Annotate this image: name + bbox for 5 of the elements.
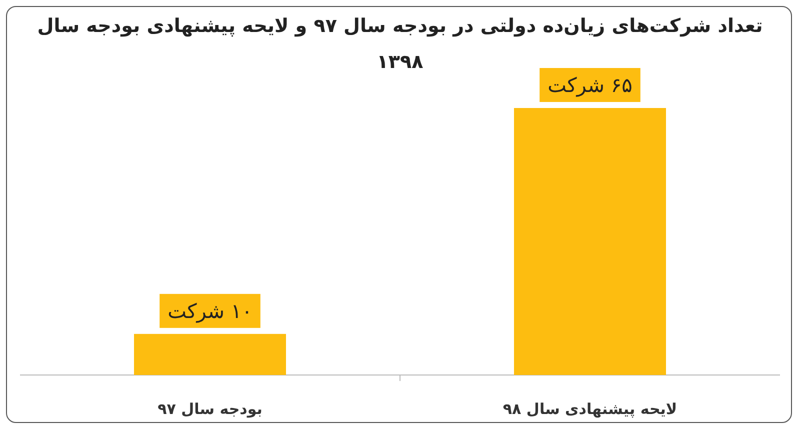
data-label: ۶۵ شرکت xyxy=(548,73,632,97)
x-tick-label: بودجه سال ۹۷ xyxy=(158,400,262,418)
x-tick-label: لایحه پیشنهادی سال ۹۸ xyxy=(502,400,678,418)
data-label: ۱۰ شرکت xyxy=(168,298,252,323)
chart-title: تعداد شرکت‌های زیان‌ده دولتی در بودجه سال ۹۷ و لایحه پیشنهادی بودجه سال ۱۳۹۸ xyxy=(37,15,763,73)
